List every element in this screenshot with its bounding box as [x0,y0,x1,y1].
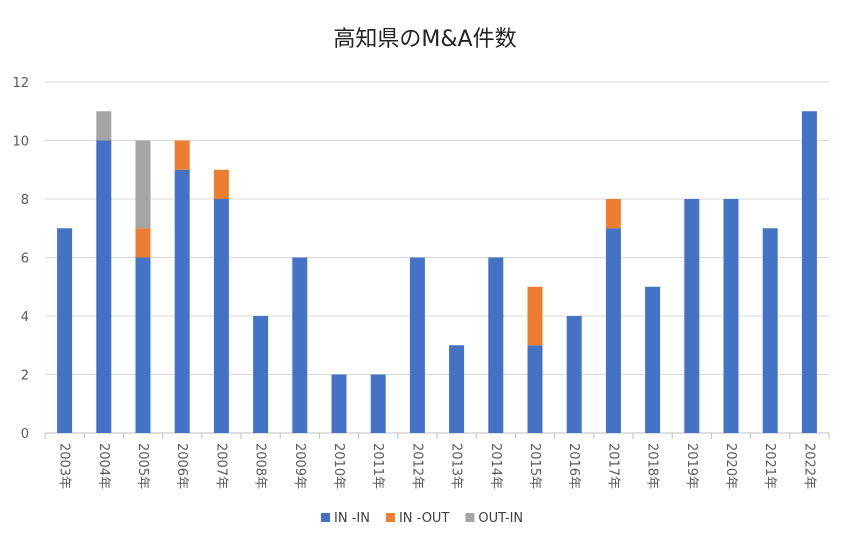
x-tick-label: 2007年 [213,443,228,489]
x-tick-label: 2015年 [527,443,542,489]
y-tick-label: 8 [21,193,29,208]
legend-label: IN -OUT [399,511,449,526]
bar-in-in-11 [488,257,504,433]
legend: IN -IN IN -OUT OUT-IN [321,511,523,526]
x-tick-label: 2008年 [253,443,268,489]
bar-in-in-12 [527,345,543,433]
bar-out-in-1 [96,111,112,141]
bar-in-out-4 [213,169,229,199]
chart-title: 高知県のM&A件数 [333,27,516,52]
bar-in-in-18 [762,228,778,433]
bar-in-in-2 [135,257,151,433]
y-tick-label: 2 [21,369,29,384]
bar-in-out-14 [605,199,621,229]
bar-in-out-2 [135,228,151,258]
y-tick-label: 6 [21,252,29,267]
legend-swatch [465,513,475,522]
legend-swatch [321,513,330,522]
bar-in-in-6 [292,257,308,433]
bar-in-in-19 [801,111,817,433]
bar-in-in-1 [96,140,112,433]
y-tick-label: 10 [12,135,29,150]
bar-in-in-0 [57,228,73,433]
y-tick-label: 12 [12,76,29,91]
x-tick-label: 2005年 [135,443,150,489]
legend-label: IN -IN [334,511,370,526]
legend-label: OUT-IN [478,511,523,526]
bar-in-in-7 [331,374,347,433]
x-tick-label: 2004年 [96,443,111,489]
x-tick-label: 2019年 [684,443,699,489]
bar-in-in-10 [449,345,465,433]
y-tick-label: 4 [21,310,29,325]
x-tick-label: 2021年 [762,443,777,489]
x-tick-label: 2017年 [605,443,620,489]
bar-in-in-17 [723,199,739,433]
x-tick-label: 2018年 [645,443,660,489]
bar-out-in-2 [135,140,151,229]
bar-in-in-3 [174,169,190,433]
x-tick-label: 2016年 [566,443,581,489]
x-tick-label: 2009年 [292,443,307,489]
x-tick-label: 2014年 [488,443,503,489]
bar-in-in-14 [605,228,621,433]
bar-in-in-5 [253,316,269,433]
bar-in-out-3 [174,140,190,170]
bar-in-in-15 [645,286,661,433]
x-tick-label: 2011年 [370,443,385,489]
x-tick-label: 2003年 [57,443,72,489]
bar-in-in-8 [370,374,386,433]
x-axis: 2003年 2004年 2005年 2006年 2007年 2008年 2009年 2010年… [44,433,830,489]
bar-in-out-12 [527,286,543,346]
bar-in-in-13 [566,316,582,433]
x-tick-label: 2022年 [801,443,816,489]
bar-in-in-9 [409,257,425,433]
x-tick-label: 2012年 [409,443,424,489]
y-tick-label: 0 [21,427,29,442]
y-axis: 0 2 4 6 8 10 12 [12,76,29,442]
x-tick-label: 2010年 [331,443,346,489]
x-tick-label: 2013年 [449,443,464,489]
x-tick-label: 2006年 [174,443,189,489]
gridlines [45,81,829,434]
bar-in-in-4 [213,199,229,433]
legend-swatch [385,513,395,522]
bar-in-in-16 [684,199,700,433]
x-tick-label: 2020年 [723,443,738,489]
bars [57,111,817,433]
